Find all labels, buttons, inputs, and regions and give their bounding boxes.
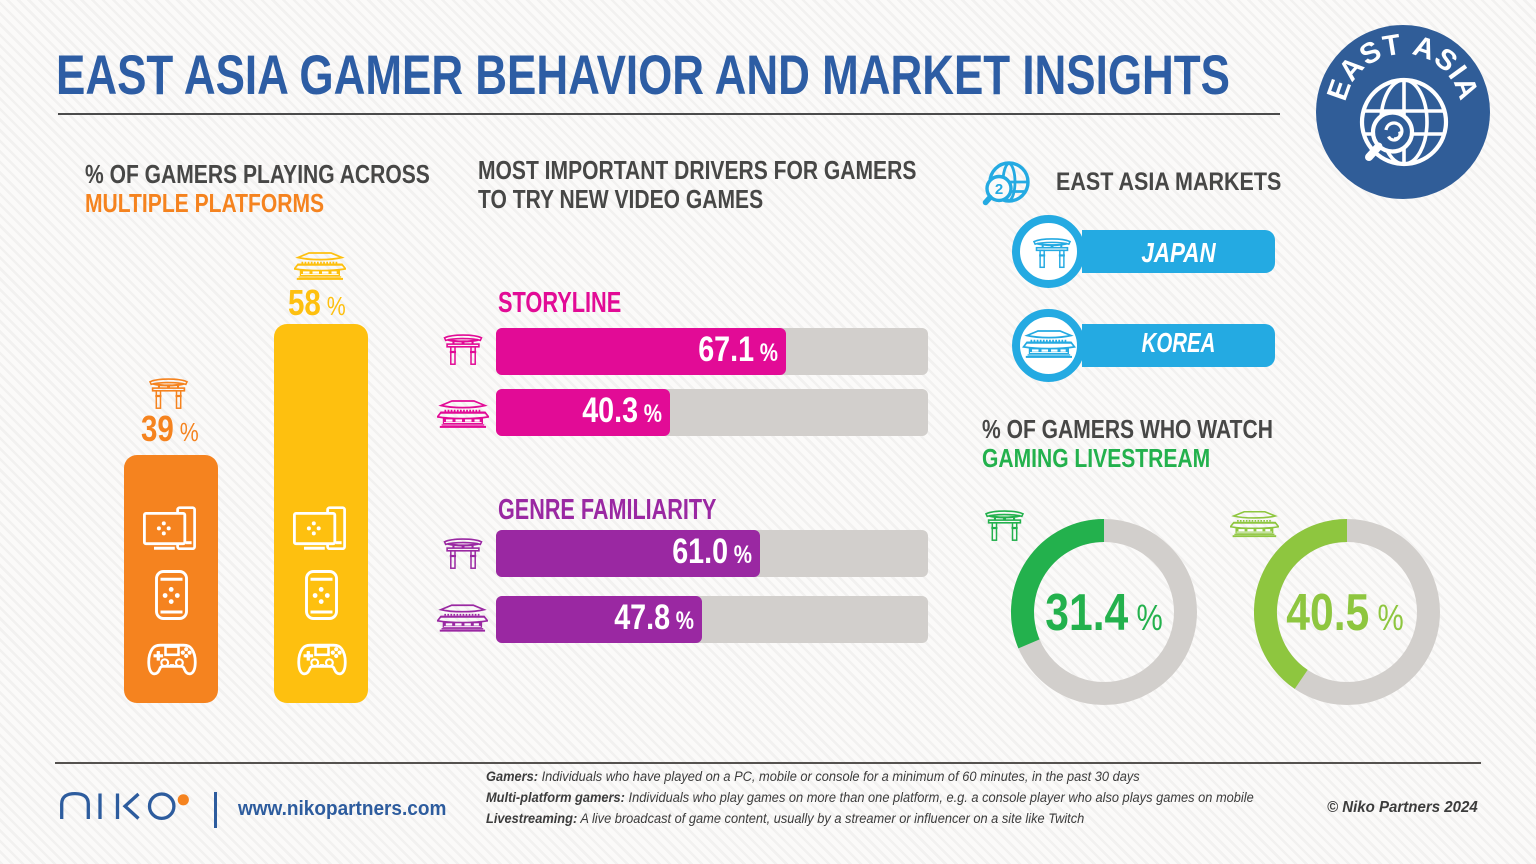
svg-text:2: 2 (995, 181, 1003, 198)
